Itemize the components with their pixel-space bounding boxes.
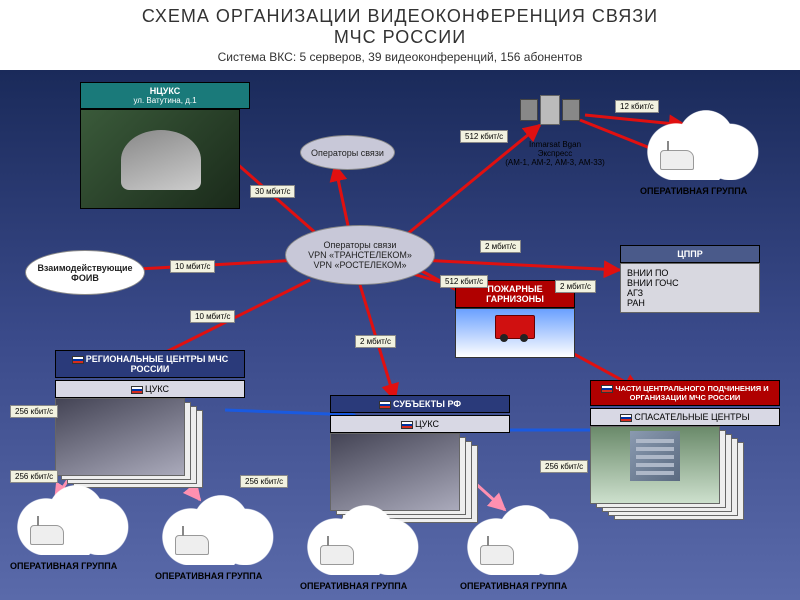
building-icon — [630, 431, 680, 481]
flag-icon — [601, 385, 613, 393]
van-icon — [175, 535, 209, 555]
van-icon — [660, 150, 694, 170]
van-icon — [480, 545, 514, 565]
rate-256c: 256 кбит/с — [240, 475, 288, 488]
opgroup-b2-label: ОПЕРАТИВНАЯ ГРУППА — [300, 581, 420, 591]
cloud-opgroup-b3: ОПЕРАТИВНАЯ ГРУППА — [460, 505, 580, 575]
van-icon — [320, 545, 354, 565]
cloud-opgroup-tr: ОПЕРАТИВНАЯ ГРУППА — [640, 110, 760, 180]
page-subtitle: Система ВКС: 5 серверов, 39 видеоконфере… — [0, 50, 800, 64]
rate-512b: 512 кбит/с — [460, 130, 508, 143]
cppr-panel: ВНИИ ПО ВНИИ ГОЧС АГЗ РАН — [620, 263, 760, 313]
rate-256b: 256 кбит/с — [10, 470, 58, 483]
sat-l1: Inmarsat Bgan — [490, 140, 620, 149]
satellite-icon — [520, 85, 580, 135]
rate-2a: 2 мбит/с — [355, 335, 396, 348]
subjects-banner: СУБЪЕКТЫ РФ — [330, 395, 510, 413]
rate-30: 30 мбит/с — [250, 185, 295, 198]
flag-icon — [401, 421, 413, 429]
cloud-opgroup-bl: ОПЕРАТИВНАЯ ГРУППА — [10, 485, 130, 555]
rate-2b: 2 мбит/с — [480, 240, 521, 253]
rate-256a: 256 кбит/с — [10, 405, 58, 418]
node-central: ЧАСТИ ЦЕНТРАЛЬНОГО ПОДЧИНЕНИЯ И ОРГАНИЗА… — [590, 380, 780, 516]
ncuks-photo — [80, 109, 240, 209]
ncuks-banner: НЦУКС ул. Ватутина, д.1 — [80, 82, 250, 109]
node-foiv: Взаимодействующие ФОИВ — [25, 250, 145, 295]
central-stack — [590, 426, 740, 516]
opgroup-b1-label: ОПЕРАТИВНАЯ ГРУППА — [155, 571, 275, 581]
rate-10a: 10 мбит/с — [170, 260, 215, 273]
cloud-opgroup-b2: ОПЕРАТИВНАЯ ГРУППА — [300, 505, 420, 575]
rate-2c: 2 мбит/с — [555, 280, 596, 293]
fire-card — [455, 308, 575, 358]
ncuks-addr: ул. Ватутина, д.1 — [87, 96, 243, 105]
sat-l3: (АМ-1, АМ-2, АМ-3, АМ-33) — [490, 158, 620, 167]
rate-512a: 512 кбит/с — [440, 275, 488, 288]
opgroup-tr-label: ОПЕРАТИВНАЯ ГРУППА — [640, 186, 760, 196]
operators-label: Операторы связи — [311, 148, 384, 158]
node-ncuks: НЦУКС ул. Ватутина, д.1 — [80, 82, 250, 209]
flag-icon — [620, 414, 632, 422]
sat-l2: Экспресс — [490, 149, 620, 158]
cppr-i3: РАН — [627, 298, 753, 308]
rate-12: 12 кбит/с — [615, 100, 659, 113]
flag-icon — [131, 386, 143, 394]
node-cppr: ЦППР ВНИИ ПО ВНИИ ГОЧС АГЗ РАН — [620, 245, 760, 313]
cloud-opgroup-b1: ОПЕРАТИВНАЯ ГРУППА — [155, 495, 275, 565]
node-subjects: СУБЪЕКТЫ РФ ЦУКС — [330, 395, 510, 523]
regional-cuks: ЦУКС — [55, 380, 245, 398]
node-operators: Операторы связи — [300, 135, 395, 170]
cppr-i0: ВНИИ ПО — [627, 268, 753, 278]
hub-l1: Операторы связи — [324, 240, 397, 250]
page-title-l2: МЧС РОССИИ — [0, 27, 800, 48]
flag-icon — [379, 401, 391, 409]
title-block: СХЕМА ОРГАНИЗАЦИИ ВИДЕОКОНФЕРЕНЦИЯ СВЯЗИ… — [0, 0, 800, 66]
firetruck-icon — [495, 315, 535, 339]
cppr-i1: ВНИИ ГОЧС — [627, 278, 753, 288]
flag-icon — [72, 356, 84, 364]
satellite-label: Inmarsat Bgan Экспресс (АМ-1, АМ-2, АМ-3… — [490, 140, 620, 167]
regional-stack — [55, 398, 205, 488]
node-regional: РЕГИОНАЛЬНЫЕ ЦЕНТРЫ МЧС РОССИИ ЦУКС — [55, 350, 245, 488]
diagram-stage: НЦУКС ул. Ватутина, д.1 Операторы связи … — [0, 70, 800, 600]
ncuks-title: НЦУКС — [87, 86, 243, 96]
foiv-label: Взаимодействующие ФОИВ — [30, 263, 140, 283]
rate-256d: 256 кбит/с — [540, 460, 588, 473]
rate-10b: 10 мбит/с — [190, 310, 235, 323]
node-hub: Операторы связи VPN «ТРАНСТЕЛЕКОМ» VPN «… — [285, 225, 435, 285]
central-banner: ЧАСТИ ЦЕНТРАЛЬНОГО ПОДЧИНЕНИЯ И ОРГАНИЗА… — [590, 380, 780, 406]
hub-l2: VPN «ТРАНСТЕЛЕКОМ» — [308, 250, 412, 260]
regional-banner: РЕГИОНАЛЬНЫЕ ЦЕНТРЫ МЧС РОССИИ — [55, 350, 245, 378]
van-icon — [30, 525, 64, 545]
cppr-i2: АГЗ — [627, 288, 753, 298]
opgroup-b3-label: ОПЕРАТИВНАЯ ГРУППА — [460, 581, 580, 591]
cppr-banner: ЦППР — [620, 245, 760, 263]
opgroup-bl-label: ОПЕРАТИВНАЯ ГРУППА — [10, 561, 130, 571]
hub-l3: VPN «РОСТЕЛЕКОМ» — [313, 260, 406, 270]
subjects-cuks: ЦУКС — [330, 415, 510, 433]
rescue-banner: СПАСАТЕЛЬНЫЕ ЦЕНТРЫ — [590, 408, 780, 426]
page-title-l1: СХЕМА ОРГАНИЗАЦИИ ВИДЕОКОНФЕРЕНЦИЯ СВЯЗИ — [0, 6, 800, 27]
